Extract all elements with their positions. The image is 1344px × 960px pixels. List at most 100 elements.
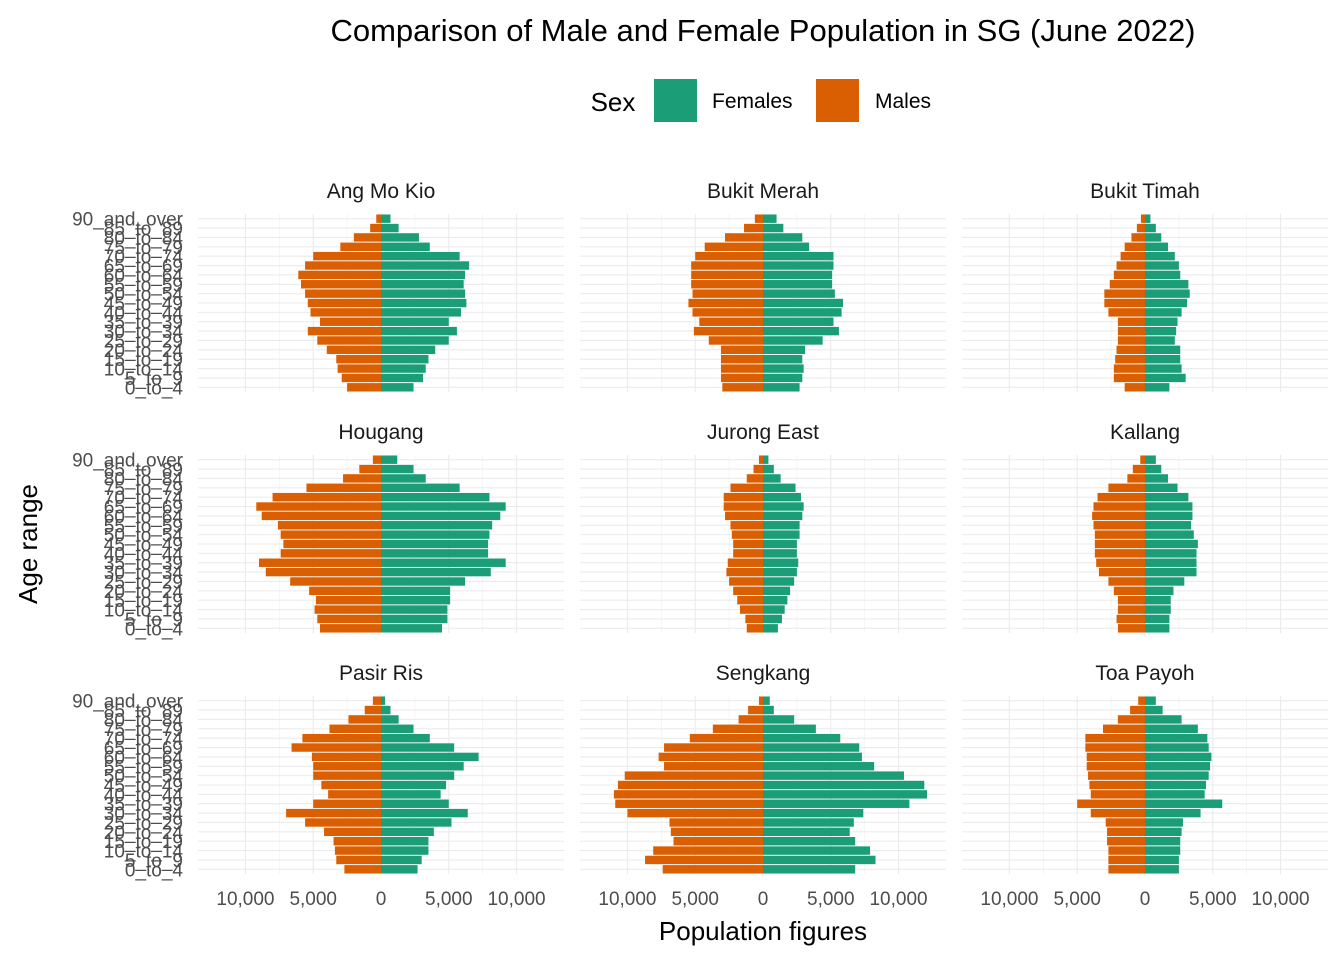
bar-males-pasir-ris-60_to_64 (311, 752, 381, 762)
y-tick-label: 30_to_34 (104, 563, 184, 584)
bar-males-bukit-timah-50_to_54 (1104, 289, 1145, 298)
bar-males-ang-mo-kio-60_to_64 (298, 270, 381, 280)
bar-females-hougang-25_to_29 (381, 577, 466, 586)
bar-females-sengkang-60_to_64 (763, 752, 862, 762)
bar-males-sengkang-90_and_over (758, 696, 763, 705)
bar-males-jurong-east-55_to_59 (730, 521, 763, 530)
bar-females-hougang-55_to_59 (381, 521, 493, 530)
bar-females-kallang-55_to_59 (1145, 521, 1192, 530)
bar-females-hougang-85_to_89 (381, 464, 414, 474)
bar-females-kallang-45_to_49 (1145, 539, 1198, 549)
bar-females-bukit-merah-15_to_19 (763, 354, 803, 364)
bar-males-jurong-east-5_to_9 (745, 614, 763, 624)
legend-swatch-females (654, 79, 697, 122)
y-tick-label: 10_to_14 (104, 601, 184, 622)
facet-title-pasir-ris: Pasir Ris (339, 662, 423, 685)
bar-females-ang-mo-kio-30_to_34 (381, 326, 457, 336)
bar-males-pasir-ris-45_to_49 (321, 780, 381, 790)
bar-males-kallang-40_to_44 (1094, 549, 1145, 558)
x-tick-label: 10,000 (598, 889, 656, 910)
bar-males-hougang-45_to_49 (283, 539, 381, 549)
legend-title: Sex (591, 87, 636, 117)
y-tick-label: 90_and_over (72, 692, 184, 713)
bar-males-bukit-merah-50_to_54 (692, 289, 763, 298)
bar-females-bukit-merah-60_to_64 (763, 270, 833, 280)
facet-panel-bukit-merah: Bukit Merah (580, 180, 946, 392)
bar-females-hougang-35_to_39 (381, 558, 506, 567)
bar-males-pasir-ris-50_to_54 (313, 771, 381, 780)
y-tick-label: 15_to_19 (104, 832, 183, 853)
bar-females-pasir-ris-35_to_39 (381, 799, 449, 808)
bar-females-sengkang-80_to_84 (763, 715, 795, 724)
bar-males-kallang-15_to_19 (1117, 595, 1145, 605)
bar-males-kallang-80_to_84 (1127, 474, 1145, 483)
bar-females-hougang-10_to_14 (381, 605, 448, 614)
bar-males-sengkang-80_to_84 (738, 715, 763, 724)
facet-title-sengkang: Sengkang (716, 662, 811, 685)
bar-males-bukit-timah-55_to_59 (1109, 280, 1145, 289)
bar-males-jurong-east-0_to_4 (746, 624, 763, 633)
bar-males-kallang-25_to_29 (1108, 577, 1145, 586)
bar-males-hougang-30_to_34 (265, 567, 381, 577)
bar-females-ang-mo-kio-70_to_74 (381, 251, 460, 261)
bar-males-jurong-east-45_to_49 (733, 539, 763, 549)
bar-males-ang-mo-kio-15_to_19 (336, 354, 381, 364)
bar-males-ang-mo-kio-55_to_59 (301, 280, 381, 289)
y-tick-label: 35_to_39 (104, 554, 183, 575)
bar-females-ang-mo-kio-10_to_14 (381, 364, 426, 373)
bar-females-ang-mo-kio-5_to_9 (381, 373, 424, 383)
bar-females-bukit-merah-25_to_29 (763, 336, 823, 345)
bar-females-pasir-ris-30_to_34 (381, 808, 468, 818)
bar-males-pasir-ris-30_to_34 (286, 808, 381, 818)
bar-females-jurong-east-30_to_34 (763, 567, 797, 577)
bar-females-bukit-timah-10_to_14 (1145, 364, 1182, 373)
bar-females-pasir-ris-85_to_89 (381, 705, 391, 715)
bar-males-ang-mo-kio-40_to_44 (310, 308, 381, 317)
bar-males-kallang-85_to_89 (1132, 464, 1145, 474)
bar-females-hougang-40_to_44 (381, 549, 489, 558)
bar-females-sengkang-0_to_4 (763, 865, 856, 874)
x-tick-label: 5,000 (807, 889, 855, 910)
x-tick-label: 5,000 (425, 889, 473, 910)
bar-females-ang-mo-kio-45_to_49 (381, 298, 467, 308)
bar-males-hougang-75_to_79 (306, 483, 381, 493)
bar-males-kallang-65_to_69 (1093, 502, 1145, 511)
bar-males-toa-payoh-80_to_84 (1117, 715, 1145, 724)
legend-label-females: Females (712, 90, 793, 113)
bar-males-sengkang-75_to_79 (712, 724, 763, 734)
bar-females-hougang-45_to_49 (381, 539, 489, 549)
bar-females-jurong-east-65_to_69 (763, 502, 804, 511)
y-tick-label: 60_to_64 (104, 507, 184, 528)
bar-females-bukit-merah-65_to_69 (763, 261, 834, 270)
bar-females-hougang-70_to_74 (381, 492, 490, 502)
bar-females-bukit-timah-35_to_39 (1145, 317, 1178, 326)
bar-males-hougang-60_to_64 (261, 511, 381, 521)
bar-males-sengkang-60_to_64 (658, 752, 763, 762)
y-tick-label: 10_to_14 (104, 360, 184, 381)
bar-females-kallang-30_to_34 (1145, 567, 1197, 577)
bar-males-kallang-55_to_59 (1093, 521, 1145, 530)
y-tick-label: 5_to_9 (125, 610, 183, 631)
bar-males-bukit-merah-40_to_44 (692, 308, 763, 317)
y-tick-label: 35_to_39 (104, 795, 183, 816)
bar-males-bukit-timah-5_to_9 (1113, 373, 1145, 383)
y-tick-label: 20_to_24 (104, 823, 184, 844)
bar-females-kallang-35_to_39 (1145, 558, 1197, 567)
bar-females-bukit-merah-5_to_9 (763, 373, 803, 383)
bar-females-ang-mo-kio-65_to_69 (381, 261, 470, 270)
x-tick-label: 5,000 (1189, 889, 1237, 910)
bar-males-bukit-merah-30_to_34 (693, 326, 763, 336)
bar-females-sengkang-5_to_9 (763, 855, 876, 865)
y-tick-label: 80_to_84 (104, 228, 184, 249)
bar-females-jurong-east-60_to_64 (763, 511, 803, 521)
bar-males-sengkang-15_to_19 (673, 836, 763, 846)
bar-males-pasir-ris-10_to_14 (334, 846, 381, 855)
legend: Sex Females Males (591, 79, 931, 122)
bar-females-toa-payoh-55_to_59 (1145, 762, 1211, 771)
bar-females-ang-mo-kio-35_to_39 (381, 317, 449, 326)
bar-males-sengkang-20_to_24 (670, 827, 763, 837)
bar-females-pasir-ris-70_to_74 (381, 733, 430, 743)
facet-panels: Ang Mo Kio0_to_45_to_910_to_1415_to_1920… (72, 180, 1328, 910)
y-tick-label: 65_to_69 (104, 498, 183, 519)
